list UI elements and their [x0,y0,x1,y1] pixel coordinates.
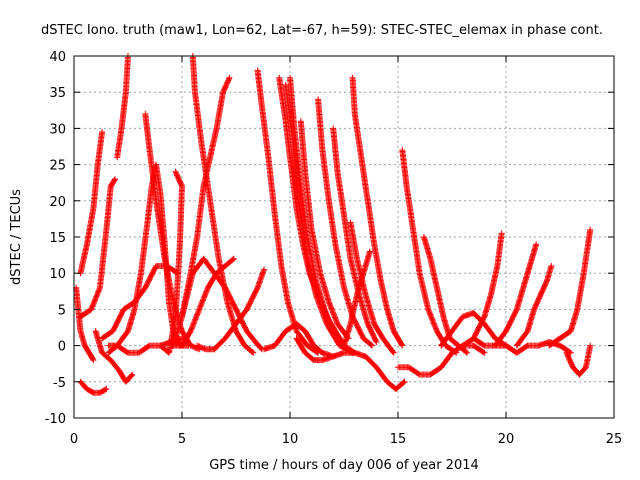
series-20 [282,82,356,356]
series-markers [157,168,185,356]
series-16 [179,255,265,353]
series-markers [546,226,594,349]
series-markers [261,320,337,360]
series-25 [349,74,406,349]
series-markers [142,110,203,353]
series-8 [142,110,203,353]
y-tick-label: -5 [53,376,66,391]
y-tick-label: 20 [49,195,66,210]
series-11 [157,168,185,356]
y-tick-label: 10 [49,267,66,282]
x-tick-label: 20 [498,432,515,447]
series-markers [282,82,356,356]
series-27 [293,335,408,392]
y-tick-label: 40 [49,50,66,65]
series-markers [492,241,540,349]
series-markers [349,74,406,349]
series-23 [330,125,380,345]
y-tick-label: 35 [49,86,66,101]
x-tick-label: 15 [390,432,407,447]
series-markers [77,378,110,396]
x-axis-label: GPS time / hours of day 006 of year 2014 [209,458,479,473]
series-markers [330,125,380,345]
axis-ticks: 0 5 10 15 20 25 -10 -5 0 5 10 15 20 25 30 35 40 [45,50,623,447]
series-markers [315,96,376,349]
series-36 [513,263,555,349]
series-26 [261,320,337,360]
x-tick-label: 0 [70,432,78,447]
series-markers [254,67,322,356]
series-markers [73,284,97,364]
y-tick-label: 5 [58,303,66,318]
series-1 [73,284,97,364]
series-17 [254,67,322,356]
series-5 [92,328,136,385]
series-3 [77,378,110,396]
y-tick-label: -10 [45,412,66,427]
y-axis-label: dSTEC / TECUs [9,189,24,285]
series-markers [92,328,136,385]
x-tick-label: 5 [178,432,186,447]
series-6 [114,53,131,161]
series-21 [297,118,352,342]
series-35 [492,241,540,349]
series-markers [297,118,352,342]
series-14 [194,266,268,353]
series-markers [459,230,505,349]
data-points [73,53,594,396]
y-tick-label: 0 [58,340,66,355]
x-tick-label: 10 [282,432,299,447]
series-markers [114,53,131,161]
series-markers [99,263,181,342]
series-markers [170,74,233,349]
series-37 [546,226,594,349]
grid [74,56,614,418]
series-12 [170,74,233,349]
series-markers [513,263,555,349]
y-tick-label: 30 [49,122,66,137]
y-tick-label: 15 [49,231,66,246]
series-2 [77,129,106,277]
series-markers [293,335,408,392]
series-29 [399,147,460,356]
series-markers [179,255,265,353]
series-4 [77,176,118,320]
series-33 [459,230,505,349]
series-markers [77,176,118,320]
series-10 [99,263,181,342]
y-tick-label: 25 [49,159,66,174]
series-28 [341,248,373,349]
series-markers [77,129,106,277]
chart-title: dSTEC Iono. truth (maw1, Lon=62, Lat=-67… [41,23,603,38]
x-tick-label: 25 [606,432,623,447]
series-markers [341,248,373,349]
series-markers [194,266,268,353]
series-38 [563,342,594,378]
series-markers [399,147,460,356]
series-markers [563,342,594,378]
series-22 [315,96,376,349]
